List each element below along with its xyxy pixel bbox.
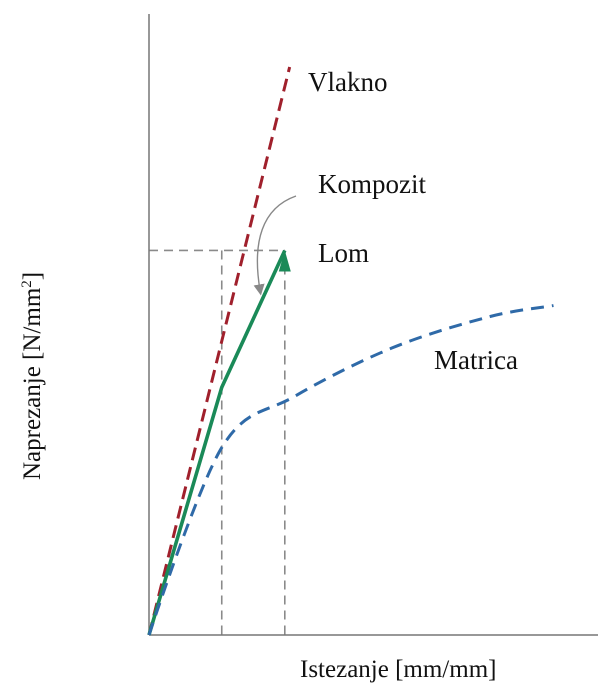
label-kompozit: Kompozit — [318, 169, 426, 199]
composite-break-arrowhead — [278, 250, 291, 272]
y-axis-label: Naprezanje [N/mm2] — [19, 272, 46, 480]
kompozit-pointer-arrow — [253, 195, 297, 296]
label-matrica: Matrica — [434, 345, 518, 375]
x-axis-label: Istezanje [mm/mm] — [300, 656, 496, 683]
y-axis-label-superscript: 2 — [19, 280, 35, 288]
y-axis-label-main: Naprezanje [N/mm — [19, 287, 46, 480]
label-lom: Lom — [318, 238, 369, 268]
y-axis-label-suffix: ] — [19, 272, 46, 280]
label-vlakno: Vlakno — [308, 67, 387, 97]
series-composite-line — [147, 249, 287, 636]
series-matrix-line — [147, 304, 554, 636]
series-fiber-line — [147, 66, 292, 636]
